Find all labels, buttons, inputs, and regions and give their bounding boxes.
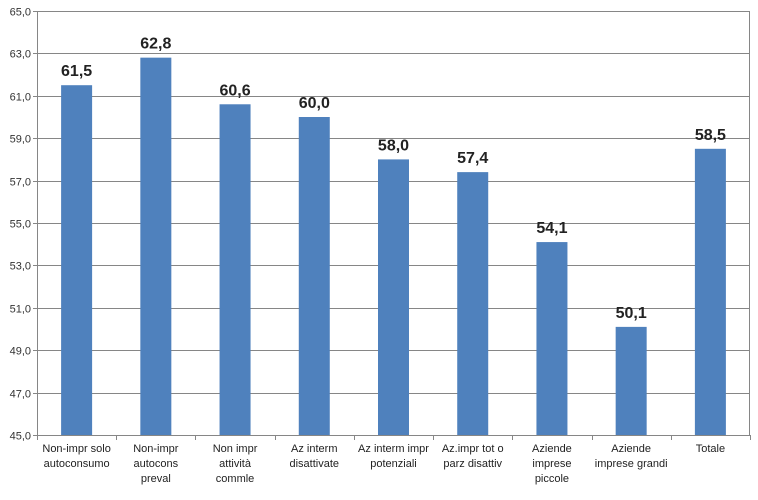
data-label: 60,6: [219, 82, 250, 99]
x-tick-label: Non impr attività commle: [213, 443, 258, 485]
bar: [378, 159, 409, 435]
y-tick-label: 55,0: [10, 219, 31, 231]
data-label: 58,0: [378, 137, 409, 154]
x-tick-label: Az.impr tot o parz disattiv: [442, 443, 504, 470]
y-tick-label: 63,0: [10, 49, 31, 61]
x-tick-label: Totale: [696, 443, 725, 455]
x-tick-label: Aziende imprese grandi: [595, 443, 668, 470]
data-label: 61,5: [61, 63, 92, 80]
y-tick-label: 47,0: [10, 389, 31, 401]
data-label: 57,4: [457, 150, 488, 167]
x-tick-label: Aziende imprese piccole: [532, 443, 572, 485]
x-tick-label: Non-impr autocons preval: [133, 443, 179, 485]
bar: [61, 85, 93, 435]
data-label: 60,0: [299, 95, 330, 112]
y-tick-label: 59,0: [10, 134, 31, 146]
x-tick-label: Non-impr solo autoconsumo: [42, 443, 110, 470]
y-tick-label: 53,0: [10, 261, 31, 273]
y-tick-label: 49,0: [10, 346, 31, 358]
data-label: 62,8: [140, 36, 171, 53]
y-tick-label: 65,0: [10, 7, 31, 19]
x-tick-label: Az interm impr potenziali: [358, 443, 429, 470]
bar: [536, 242, 568, 435]
data-label: 50,1: [616, 305, 647, 322]
bar: [615, 326, 647, 435]
y-tick-label: 57,0: [10, 177, 31, 189]
bar: [457, 172, 489, 435]
data-label: 54,1: [536, 220, 567, 237]
data-label: 58,5: [695, 127, 726, 144]
bar: [694, 148, 726, 436]
x-tick-label: Az interm disattivate: [290, 443, 340, 470]
y-tick-label: 51,0: [10, 304, 31, 316]
y-tick-label: 61,0: [10, 92, 31, 104]
bar: [298, 117, 330, 435]
bar: [140, 57, 172, 435]
bar: [219, 104, 251, 435]
y-tick-label: 45,0: [10, 431, 31, 443]
